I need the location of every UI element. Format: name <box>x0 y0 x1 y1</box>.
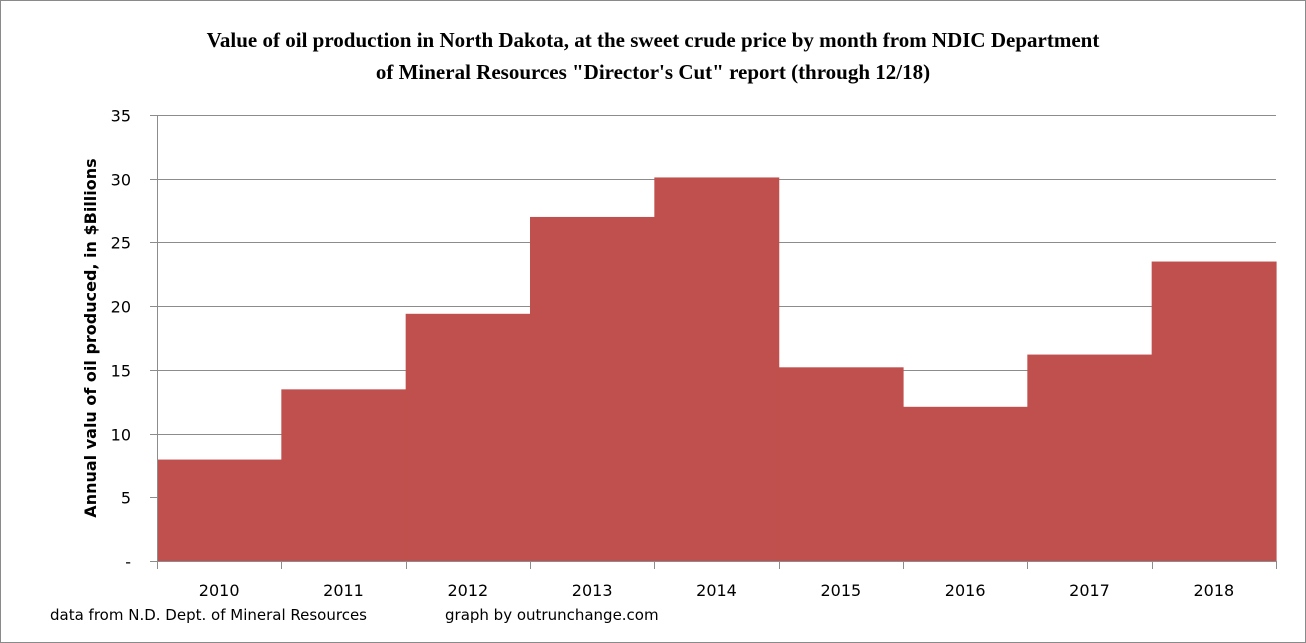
bar-2012 <box>405 313 531 561</box>
y-tick-label: 30 <box>111 171 131 190</box>
y-tick-label: 15 <box>111 362 131 381</box>
x-tick-label: 2012 <box>447 581 488 600</box>
bar-2010 <box>157 459 282 561</box>
y-axis-label: Annual valu of oil produced, in $Billion… <box>81 158 100 517</box>
x-tick-label: 2011 <box>323 581 364 600</box>
bar-2013 <box>530 216 655 561</box>
bar-2011 <box>281 389 407 561</box>
x-tick-label: 2014 <box>696 581 737 600</box>
x-tick-label: 2017 <box>1069 581 1110 600</box>
x-tick-labels: 2010 2011 2012 2013 2014 2015 2016 2017 2018 <box>199 581 1234 600</box>
bar-2014 <box>654 177 780 561</box>
y-tick-label: 25 <box>111 234 131 253</box>
chart-title-line-1: Value of oil production in North Dakota,… <box>206 28 1100 52</box>
bar-2017 <box>1027 354 1153 561</box>
footer-credit: graph by outrunchange.com <box>445 606 659 624</box>
bars <box>157 177 1277 561</box>
footer-source: data from N.D. Dept. of Mineral Resource… <box>50 606 367 624</box>
y-tick-labels: - 5 10 15 20 25 30 35 <box>111 107 131 572</box>
axes <box>150 115 1277 569</box>
x-tick-label: 2016 <box>945 581 986 600</box>
x-tick-label: 2018 <box>1193 581 1234 600</box>
y-tick-label: 10 <box>111 426 131 445</box>
x-tick-label: 2013 <box>572 581 613 600</box>
bar-2018 <box>1151 261 1277 561</box>
y-tick-label: - <box>125 553 131 572</box>
y-tick-label: 5 <box>121 489 131 508</box>
x-tick-label: 2015 <box>820 581 861 600</box>
chart-title-line-2: of Mineral Resources "Director's Cut" re… <box>375 60 931 84</box>
y-tick-label: 20 <box>111 298 131 317</box>
bar-2015 <box>778 367 904 561</box>
bar-2016 <box>903 406 1028 561</box>
x-tick-label: 2010 <box>199 581 240 600</box>
y-tick-label: 35 <box>111 107 131 126</box>
